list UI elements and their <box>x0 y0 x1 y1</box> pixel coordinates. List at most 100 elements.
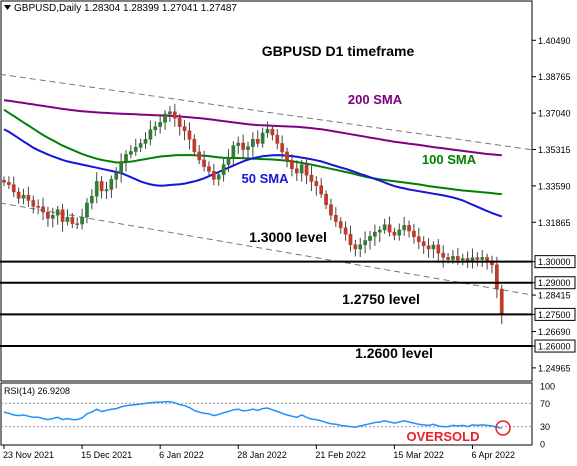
candle-body <box>41 206 45 213</box>
candle-body <box>226 156 231 165</box>
rsi-tick-label: 100 <box>540 382 555 392</box>
level-label: 1.2600 level <box>355 345 433 361</box>
candlesticks <box>2 103 504 325</box>
price-tick-label: 1.37040 <box>538 109 571 119</box>
price-tick-label: 1.33590 <box>538 181 571 191</box>
candle-body <box>31 200 36 207</box>
candle-body <box>7 182 11 185</box>
time-tick-label: 15 Mar 2022 <box>393 450 444 460</box>
candle-body <box>397 229 402 236</box>
candle <box>192 134 197 156</box>
candle-body <box>133 147 138 152</box>
candle <box>324 190 328 209</box>
candle-body <box>324 193 328 205</box>
candle <box>2 176 6 187</box>
candle <box>216 170 221 186</box>
price-tag-box <box>534 276 576 290</box>
candle <box>16 187 21 204</box>
candle-body <box>158 122 163 127</box>
candle-body <box>260 132 265 144</box>
price-axis: 1.40490 1.38765 1.37040 1.35315 1.33590 1.318… <box>532 36 576 373</box>
candle <box>11 176 16 197</box>
time-tick-label: 21 Feb 2022 <box>315 450 366 460</box>
price-tick-label: 1.27500 <box>538 310 571 320</box>
candle <box>138 138 143 153</box>
candle-body <box>207 166 211 172</box>
main-panel-frame <box>0 0 533 382</box>
candle <box>402 216 407 236</box>
candle-body <box>231 145 236 158</box>
sma-50-label: 50 SMA <box>242 171 290 186</box>
rsi-tick-label: 0 <box>540 440 545 450</box>
candle-body <box>333 214 338 222</box>
candle-body <box>319 185 324 195</box>
candle-body <box>94 181 99 197</box>
candle <box>26 186 31 207</box>
candle <box>21 188 26 205</box>
candle <box>172 103 177 127</box>
candle-body <box>50 214 55 219</box>
candle-body <box>99 181 104 192</box>
candle <box>221 158 226 182</box>
level-label: 1.3000 level <box>249 229 327 245</box>
candle-body <box>353 244 358 250</box>
price-tick-label: 1.30000 <box>538 257 571 267</box>
candle <box>236 136 241 155</box>
candle <box>319 178 324 198</box>
candle-body <box>251 138 255 147</box>
candle-body <box>85 202 89 218</box>
candle <box>251 132 255 157</box>
candle <box>363 231 367 254</box>
candle-body <box>129 151 133 155</box>
candle-body <box>75 223 80 225</box>
candle <box>436 239 441 263</box>
candle <box>329 198 333 221</box>
candle-body <box>21 194 26 199</box>
candle <box>50 207 55 228</box>
candle <box>338 217 343 234</box>
candle-body <box>36 206 41 208</box>
rsi-panel-frame <box>0 382 533 446</box>
candle-body <box>70 217 75 224</box>
candle <box>290 153 294 177</box>
candle <box>99 176 104 199</box>
candle-body <box>441 252 446 258</box>
candle <box>314 176 319 196</box>
candle-body <box>416 236 421 242</box>
candle-body <box>495 264 499 290</box>
time-axis: 23 Nov 2021 15 Dec 2021 6 Jan 2022 28 Jan 2… <box>3 445 515 460</box>
candle <box>299 159 304 182</box>
time-tick-label: 28 Jan 2022 <box>237 450 287 460</box>
candle-body <box>2 179 6 183</box>
candle-body <box>182 126 187 132</box>
candle-body <box>187 130 192 140</box>
candle <box>309 166 314 192</box>
candle-body <box>280 143 285 153</box>
candle-body <box>211 171 216 180</box>
candle <box>187 122 192 150</box>
level-label: 1.2750 level <box>342 291 420 307</box>
candle <box>475 252 480 267</box>
collapse-triangle-icon[interactable] <box>4 5 11 10</box>
candle <box>348 225 353 252</box>
candle <box>358 237 363 257</box>
candle <box>7 176 11 189</box>
candle-body <box>455 256 460 261</box>
candle <box>255 130 260 148</box>
candle-body <box>236 142 241 146</box>
candle-body <box>265 128 270 134</box>
candle <box>104 181 109 199</box>
candle-body <box>241 142 245 150</box>
candle <box>412 224 416 244</box>
candle-body <box>363 240 367 246</box>
candle-body <box>270 128 275 136</box>
moving-averages: 200 SMA 100 SMA 50 SMA <box>3 92 503 218</box>
candle-body <box>368 236 372 241</box>
candle <box>153 121 158 137</box>
candle-body <box>168 111 172 115</box>
candle <box>304 157 309 185</box>
candle <box>343 221 348 241</box>
candle-body <box>407 225 411 232</box>
price-tick-label: 1.38765 <box>538 72 571 82</box>
symbol-header: GBPUSD,Daily 1.28304 1.28399 1.27041 1.2… <box>14 3 237 14</box>
